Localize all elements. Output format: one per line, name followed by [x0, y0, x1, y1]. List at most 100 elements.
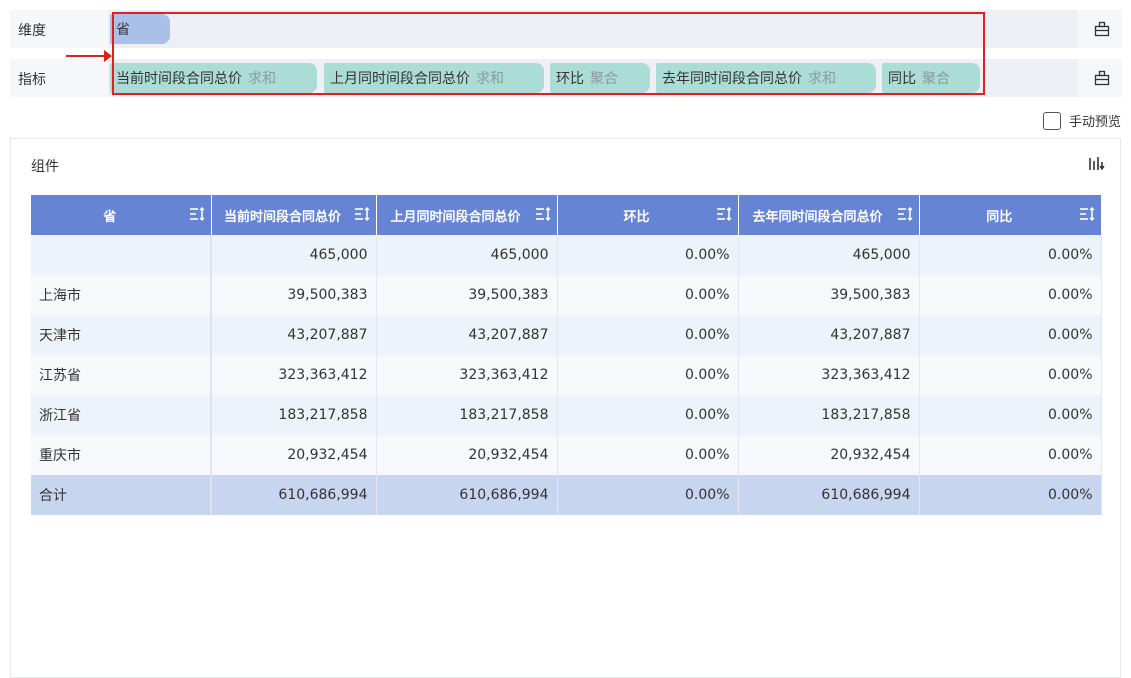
indicator-field-pill[interactable]: 当前时间段合同总价 求和 [110, 63, 317, 93]
table-cell: 0.00% [557, 315, 739, 355]
table-cell: 39,500,383 [376, 275, 558, 315]
indicator-field-pill[interactable]: 环比 聚合 [550, 63, 650, 93]
indicator-field-name: 同比 [888, 71, 916, 87]
indicator-agg-label: 求和 [476, 71, 504, 87]
dimension-field-name: 省 [116, 22, 130, 38]
column-header-label: 环比 [623, 209, 650, 225]
sort-icon[interactable] [189, 206, 205, 222]
indicator-drop-zone[interactable]: 当前时间段合同总价 求和 上月同时间段合同总价 求和 环比 聚合 去年同时间段合… [108, 59, 1078, 97]
table-cell: 0.00% [557, 435, 739, 475]
table-cell: 43,207,887 [211, 315, 377, 355]
table-cell: 上海市 [31, 275, 212, 315]
manual-preview-toggle[interactable]: 手动预览 [1042, 111, 1121, 130]
table-cell: 0.00% [557, 275, 739, 315]
column-header[interactable]: 上月同时间段合同总价 [376, 195, 558, 235]
column-header-label: 省 [103, 209, 117, 225]
table-total-cell: 610,686,994 [211, 475, 377, 515]
column-header[interactable]: 省 [31, 195, 212, 235]
table-cell: 0.00% [919, 235, 1102, 275]
table-total-row: 合计 610,686,994 610,686,994 0.00% 610,686,994… [31, 475, 1102, 515]
column-header-label: 上月同时间段合同总价 [390, 209, 521, 225]
dimension-settings-button[interactable] [1082, 10, 1122, 48]
table-cell: 20,932,454 [738, 435, 920, 475]
table-row: 浙江省 183,217,858 183,217,858 0.00% 183,217,85… [31, 395, 1102, 435]
chart-type-button[interactable] [1088, 155, 1106, 177]
table-row: 重庆市 20,932,454 20,932,454 0.00% 20,932,454 0.… [31, 435, 1102, 475]
sort-icon[interactable] [354, 206, 370, 222]
table-cell: 0.00% [919, 355, 1102, 395]
table-cell: 39,500,383 [738, 275, 920, 315]
sort-icon[interactable] [897, 206, 913, 222]
table-cell: 天津市 [31, 315, 212, 355]
component-panel: 组件 省 当前时间段合同总价 上月同时间段合同总价 环比 去年同时间段合同总价 同比 46… [10, 138, 1121, 678]
sort-icon[interactable] [716, 206, 732, 222]
column-header[interactable]: 当前时间段合同总价 [211, 195, 377, 235]
indicator-agg-label: 求和 [248, 71, 276, 87]
table-cell: 183,217,858 [211, 395, 377, 435]
column-header[interactable]: 同比 [919, 195, 1101, 235]
column-header[interactable]: 环比 [557, 195, 739, 235]
table-cell: 465,000 [211, 235, 377, 275]
component-title: 组件 [31, 159, 59, 175]
table-row: 上海市 39,500,383 39,500,383 0.00% 39,500,383 0.… [31, 275, 1102, 315]
table-cell: 重庆市 [31, 435, 212, 475]
dimension-row: 维度 省 [10, 10, 1122, 48]
table-total-cell: 610,686,994 [376, 475, 558, 515]
table-row: 江苏省 323,363,412 323,363,412 0.00% 323,363,41… [31, 355, 1102, 395]
table-header-row: 省 当前时间段合同总价 上月同时间段合同总价 环比 去年同时间段合同总价 同比 [31, 195, 1101, 235]
table-cell: 43,207,887 [738, 315, 920, 355]
data-table: 省 当前时间段合同总价 上月同时间段合同总价 环比 去年同时间段合同总价 同比 465,0… [31, 195, 1102, 515]
indicator-field-name: 上月同时间段合同总价 [330, 71, 470, 87]
table-cell: 0.00% [919, 275, 1102, 315]
table-cell: 39,500,383 [211, 275, 377, 315]
indicator-field-name: 当前时间段合同总价 [116, 71, 242, 87]
manual-preview-label: 手动预览 [1068, 115, 1121, 130]
chart-type-icon [1089, 157, 1105, 171]
column-header-label: 同比 [986, 209, 1013, 225]
table-cell: 323,363,412 [738, 355, 920, 395]
column-header-label: 去年同时间段合同总价 [752, 209, 883, 225]
settings-icon [1094, 70, 1110, 86]
table-cell: 323,363,412 [376, 355, 558, 395]
table-cell: 浙江省 [31, 395, 212, 435]
sort-icon[interactable] [1079, 206, 1095, 222]
sort-icon[interactable] [535, 206, 551, 222]
table-cell: 465,000 [376, 235, 558, 275]
table-cell: 465,000 [738, 235, 920, 275]
indicator-label: 指标 [18, 72, 46, 88]
table-cell: 323,363,412 [211, 355, 377, 395]
indicator-field-name: 环比 [556, 71, 584, 87]
table-total-cell: 0.00% [919, 475, 1102, 515]
manual-preview-checkbox[interactable] [1042, 111, 1061, 130]
indicator-agg-label: 求和 [808, 71, 836, 87]
indicator-field-pill[interactable]: 去年同时间段合同总价 求和 [656, 63, 876, 93]
dimension-drop-zone[interactable]: 省 [108, 10, 1078, 48]
table-cell: 0.00% [919, 395, 1102, 435]
table-row: 天津市 43,207,887 43,207,887 0.00% 43,207,887 0.… [31, 315, 1102, 355]
table-row: 465,000 465,000 0.00% 465,000 0.00% [31, 235, 1102, 275]
column-header-label: 当前时间段合同总价 [223, 209, 341, 225]
table-cell: 江苏省 [31, 355, 212, 395]
table-cell: 43,207,887 [376, 315, 558, 355]
table-cell: 0.00% [557, 355, 739, 395]
indicator-field-pill[interactable]: 上月同时间段合同总价 求和 [324, 63, 544, 93]
indicator-settings-button[interactable] [1082, 59, 1122, 97]
dimension-label: 维度 [18, 23, 46, 39]
table-cell: 20,932,454 [211, 435, 377, 475]
column-header[interactable]: 去年同时间段合同总价 [738, 195, 920, 235]
indicator-field-pill[interactable]: 同比 聚合 [882, 63, 980, 93]
table-cell: 0.00% [919, 315, 1102, 355]
dimension-field-pill[interactable]: 省 [110, 14, 170, 44]
table-cell: 183,217,858 [376, 395, 558, 435]
table-cell: 20,932,454 [376, 435, 558, 475]
table-total-cell: 0.00% [557, 475, 739, 515]
arrow-annotation [66, 50, 112, 62]
table-cell: 183,217,858 [738, 395, 920, 435]
indicator-row: 指标 当前时间段合同总价 求和 上月同时间段合同总价 求和 环比 聚合 去年同时… [10, 59, 1122, 97]
indicator-agg-label: 聚合 [590, 71, 618, 87]
table-cell: 0.00% [557, 395, 739, 435]
indicator-agg-label: 聚合 [922, 71, 950, 87]
settings-icon [1094, 21, 1110, 37]
indicator-field-name: 去年同时间段合同总价 [662, 71, 802, 87]
table-total-cell: 610,686,994 [738, 475, 920, 515]
